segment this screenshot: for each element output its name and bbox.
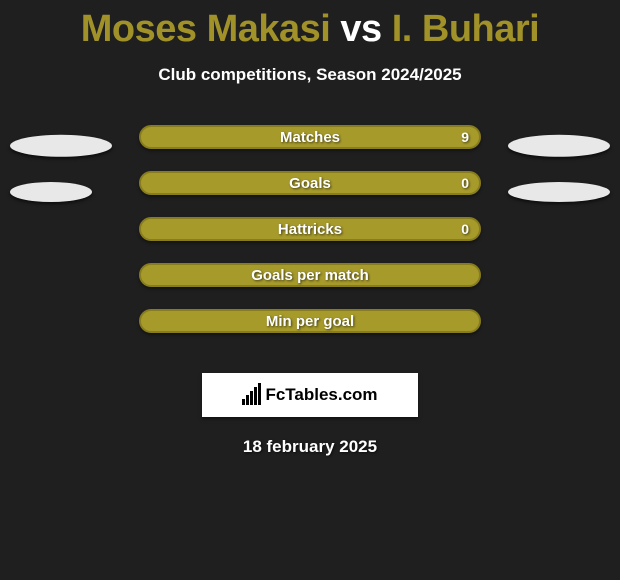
comparison-title: Moses Makasi vs I. Buhari bbox=[0, 0, 620, 51]
right-ellipse bbox=[508, 135, 610, 157]
right-ellipse bbox=[508, 182, 610, 202]
left-ellipse bbox=[10, 182, 92, 202]
brand-text: FcTables.com bbox=[265, 385, 377, 405]
stat-pill: Matches 9 bbox=[139, 125, 481, 149]
stat-row: Goals per match bbox=[0, 263, 620, 309]
stat-pill: Goals per match bbox=[139, 263, 481, 287]
player2-name: I. Buhari bbox=[392, 8, 540, 50]
bar-chart-icon bbox=[242, 385, 261, 405]
stat-row: Min per goal bbox=[0, 309, 620, 355]
vs-separator: vs bbox=[330, 8, 391, 50]
stat-value-right: 0 bbox=[461, 221, 469, 237]
stat-value-right: 9 bbox=[461, 129, 469, 145]
stat-value-right: 0 bbox=[461, 175, 469, 191]
stat-bars-container: Matches 9 Goals 0 Hattricks 0 Goals per match M… bbox=[0, 125, 620, 355]
stat-row: Goals 0 bbox=[0, 171, 620, 217]
stat-pill: Hattricks 0 bbox=[139, 217, 481, 241]
stat-label: Min per goal bbox=[266, 313, 354, 330]
stat-pill: Goals 0 bbox=[139, 171, 481, 195]
stat-row: Matches 9 bbox=[0, 125, 620, 171]
stat-row: Hattricks 0 bbox=[0, 217, 620, 263]
stat-pill: Min per goal bbox=[139, 309, 481, 333]
subtitle: Club competitions, Season 2024/2025 bbox=[0, 65, 620, 85]
stat-label: Matches bbox=[280, 129, 340, 146]
player1-name: Moses Makasi bbox=[81, 8, 331, 50]
left-ellipse bbox=[10, 135, 112, 157]
stat-label: Goals per match bbox=[251, 267, 369, 284]
stat-label: Goals bbox=[289, 175, 331, 192]
brand-badge[interactable]: FcTables.com bbox=[202, 373, 418, 417]
footer-date: 18 february 2025 bbox=[0, 437, 620, 457]
stat-label: Hattricks bbox=[278, 221, 342, 238]
